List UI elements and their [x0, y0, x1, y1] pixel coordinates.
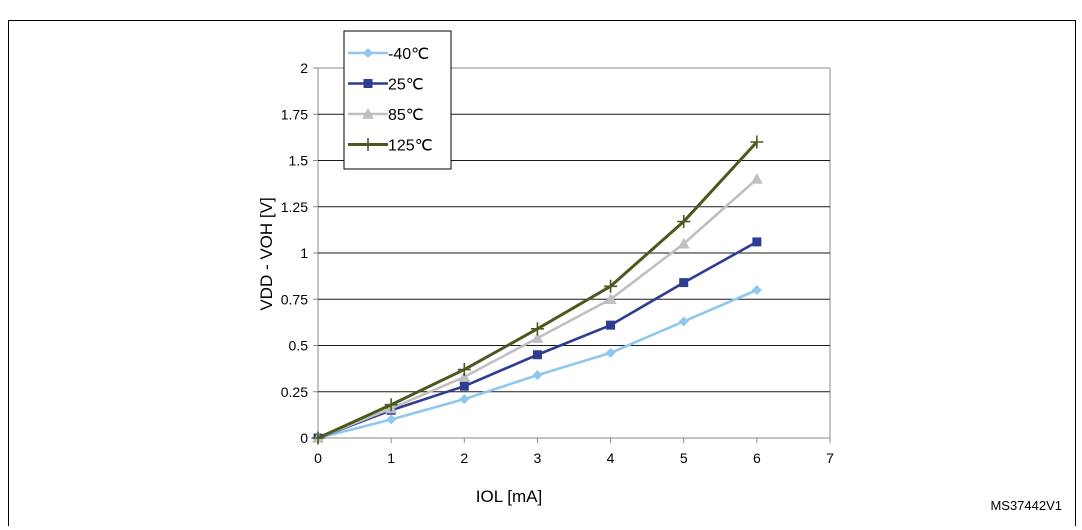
data-point — [604, 279, 618, 293]
legend: -40℃ 25℃ 85℃ 125℃ — [343, 30, 452, 170]
data-point — [386, 414, 397, 425]
legend-label: 125℃ — [388, 138, 433, 155]
y-tick-label: 2 — [300, 60, 308, 76]
legend-label: -40℃ — [388, 46, 429, 63]
y-tick-label: 0.25 — [281, 384, 308, 400]
data-point — [606, 320, 616, 330]
data-point — [532, 350, 542, 360]
data-point — [532, 370, 543, 381]
y-tick-label: 0.75 — [281, 291, 308, 307]
x-tick-label: 7 — [826, 450, 834, 466]
y-axis-title: VDD - VOH [V] — [257, 197, 276, 310]
legend-swatch-marker — [363, 48, 373, 58]
legend-item: 25℃ — [348, 77, 424, 94]
y-tick-label: 0 — [300, 430, 308, 446]
data-point — [751, 285, 762, 295]
legend-swatch-marker — [361, 138, 375, 151]
data-point — [605, 347, 616, 358]
x-tick-label: 2 — [460, 450, 468, 466]
y-tick-label: 1 — [300, 245, 308, 261]
x-tick-label: 5 — [680, 450, 688, 466]
legend-swatch-marker — [363, 79, 373, 88]
x-axis-title: IOL [mA] — [476, 487, 542, 506]
y-tick-label: 1.75 — [281, 106, 308, 122]
y-tick-label: 1.5 — [289, 153, 309, 169]
data-point — [678, 316, 689, 327]
figure-frame — [8, 20, 1076, 526]
data-point — [459, 381, 469, 391]
legend-label: 85℃ — [388, 107, 424, 124]
series-3 — [311, 135, 764, 445]
legend-swatch-marker — [362, 108, 374, 119]
y-tick-label: 0.5 — [289, 338, 309, 354]
data-point — [677, 237, 690, 249]
data-point — [750, 173, 763, 184]
data-point — [604, 293, 617, 305]
data-point — [752, 237, 762, 247]
y-tick-label: 1.25 — [281, 199, 308, 215]
data-point — [530, 322, 544, 336]
data-point — [459, 394, 470, 405]
x-tick-label: 6 — [753, 450, 761, 466]
x-tick-label: 1 — [387, 450, 395, 466]
x-tick-label: 4 — [607, 450, 615, 466]
gridlines — [318, 113, 830, 393]
x-tick-label: 0 — [314, 450, 322, 466]
data-point — [458, 370, 471, 382]
data-point — [311, 431, 325, 445]
data-point — [679, 278, 689, 288]
data-point — [457, 363, 471, 377]
legend-item: -40℃ — [348, 46, 429, 63]
series-lines — [311, 135, 764, 445]
data-point — [531, 332, 544, 343]
figure-reference-code: MS37442V1 — [990, 498, 1062, 513]
legend-label: 25℃ — [388, 77, 424, 94]
x-tick-label: 3 — [534, 450, 542, 466]
legend-item: 85℃ — [348, 107, 424, 124]
x-axis-ticks: 0 1 2 3 4 5 6 7 — [314, 438, 834, 466]
data-point — [750, 135, 764, 149]
y-axis-ticks: 0 0.25 0.5 0.75 1 1.25 1.5 1.75 2 — [281, 60, 318, 446]
legend-item: 125℃ — [348, 138, 433, 155]
data-point — [677, 215, 691, 229]
data-point — [384, 398, 398, 412]
